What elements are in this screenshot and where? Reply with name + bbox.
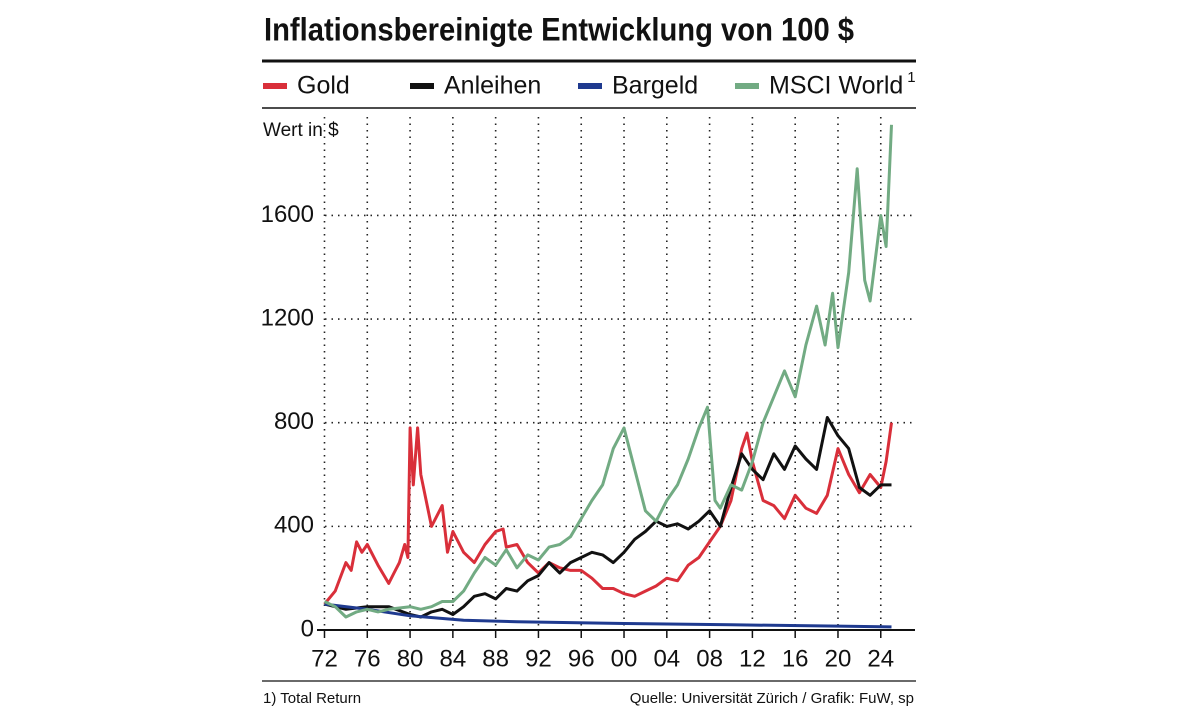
- y-tick-label: 400: [274, 512, 314, 539]
- legend: Gold Anleihen Bargeld MSCI World 1: [263, 69, 916, 100]
- footnote: 1) Total Return: [263, 690, 361, 707]
- legend-label: MSCI World: [769, 72, 903, 100]
- x-tick-label: 92: [525, 645, 552, 672]
- legend-label: Anleihen: [444, 72, 541, 100]
- x-tick-label: 84: [440, 645, 467, 672]
- x-tick-label: 80: [397, 645, 424, 672]
- x-tick-label: 76: [354, 645, 381, 672]
- source: Quelle: Universität Zürich / Grafik: FuW…: [630, 690, 914, 707]
- x-tick-label: 04: [653, 645, 680, 672]
- legend-label: Bargeld: [612, 72, 698, 100]
- x-tick-label: 12: [739, 645, 766, 672]
- y-tick-label: 0: [301, 615, 314, 642]
- y-tick-label: 800: [274, 408, 314, 435]
- x-tick-label: 08: [696, 645, 723, 672]
- x-tick-label: 88: [482, 645, 509, 672]
- x-tick-label: 16: [782, 645, 809, 672]
- series-line: [324, 416, 892, 619]
- chart-title: Inflationsbereinigte Entwicklung von 100…: [264, 11, 854, 47]
- legend-note: 1: [907, 69, 915, 86]
- x-tick-label: 00: [611, 645, 638, 672]
- y-tick-label: 1200: [261, 304, 314, 331]
- series-line: [323, 422, 893, 606]
- series-line: [323, 124, 893, 619]
- y-tick-label: 1600: [261, 201, 314, 228]
- x-tick-label: 20: [825, 645, 852, 672]
- x-tick-label: 96: [568, 645, 595, 672]
- y-axis-label: Wert in $: [263, 120, 339, 141]
- x-tick-label: 24: [867, 645, 894, 672]
- x-tick-label: 72: [311, 645, 338, 672]
- legend-label: Gold: [297, 72, 350, 100]
